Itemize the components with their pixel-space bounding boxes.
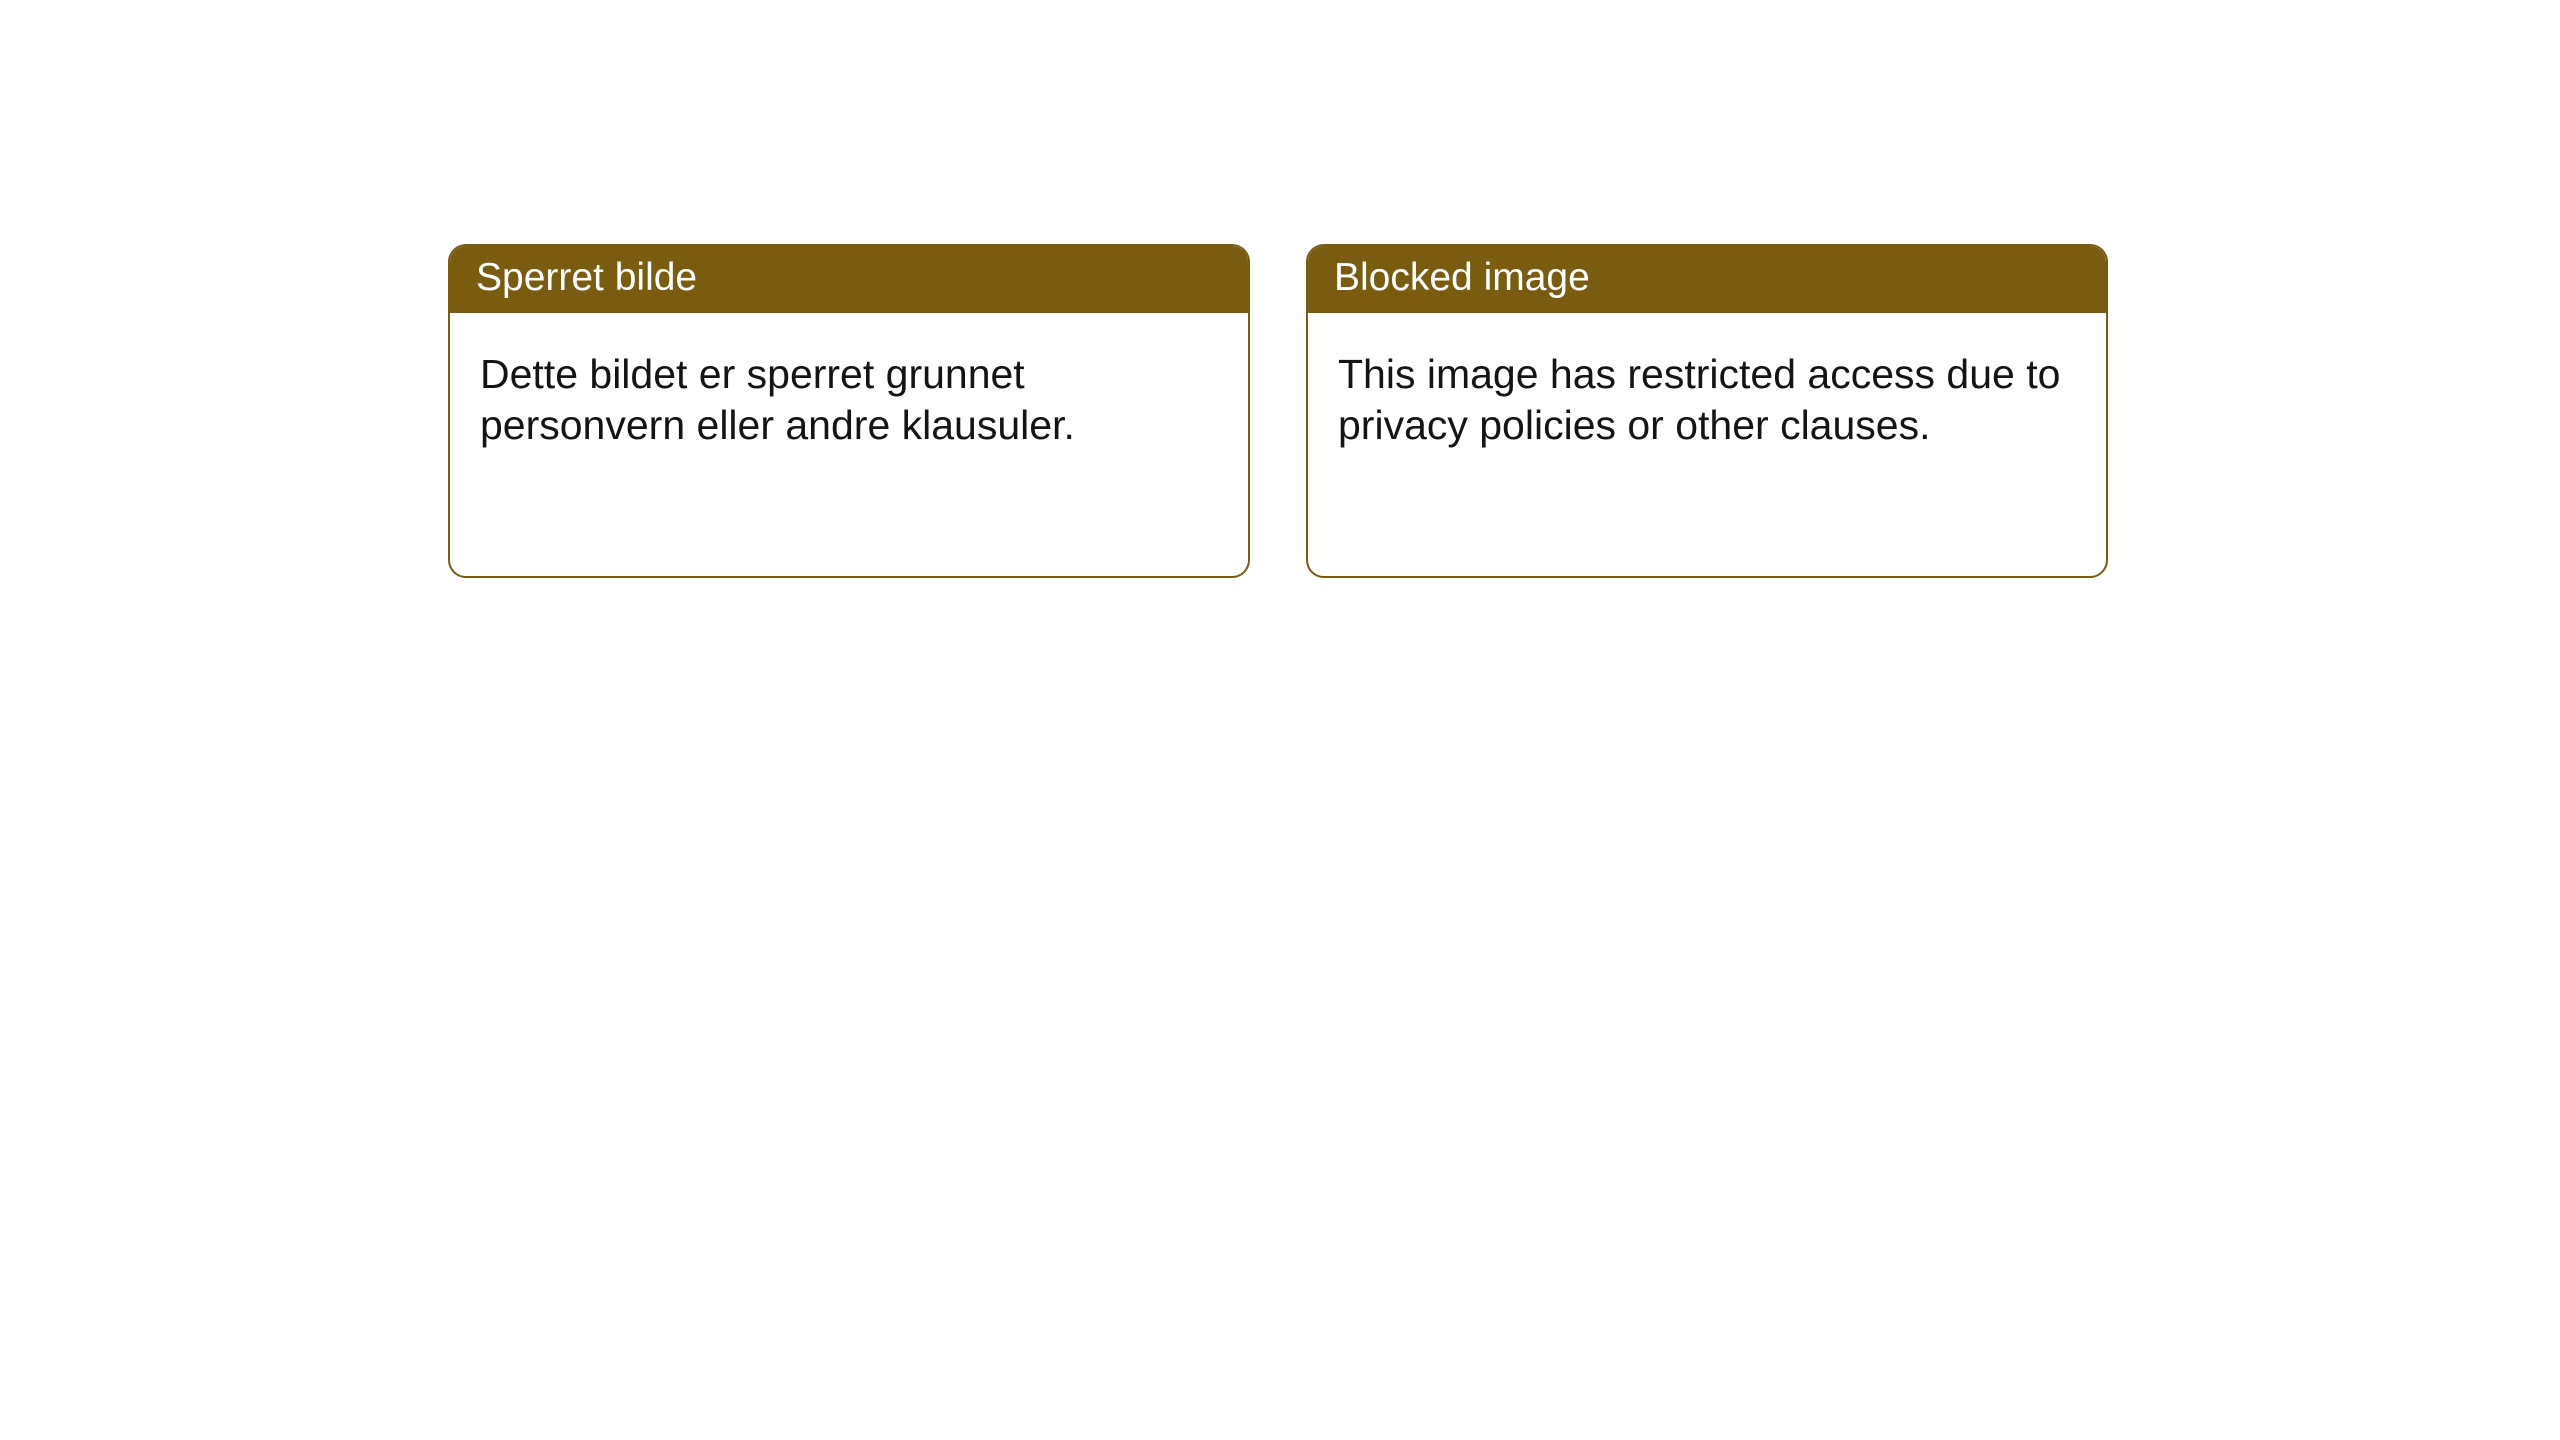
notice-box-norwegian: Sperret bilde Dette bildet er sperret gr… [448,244,1250,578]
notice-box-english: Blocked image This image has restricted … [1306,244,2108,578]
notice-header: Blocked image [1308,246,2106,313]
notice-header: Sperret bilde [450,246,1248,313]
notice-container: Sperret bilde Dette bildet er sperret gr… [448,244,2108,578]
notice-body: Dette bildet er sperret grunnet personve… [450,313,1248,482]
notice-body: This image has restricted access due to … [1308,313,2106,482]
